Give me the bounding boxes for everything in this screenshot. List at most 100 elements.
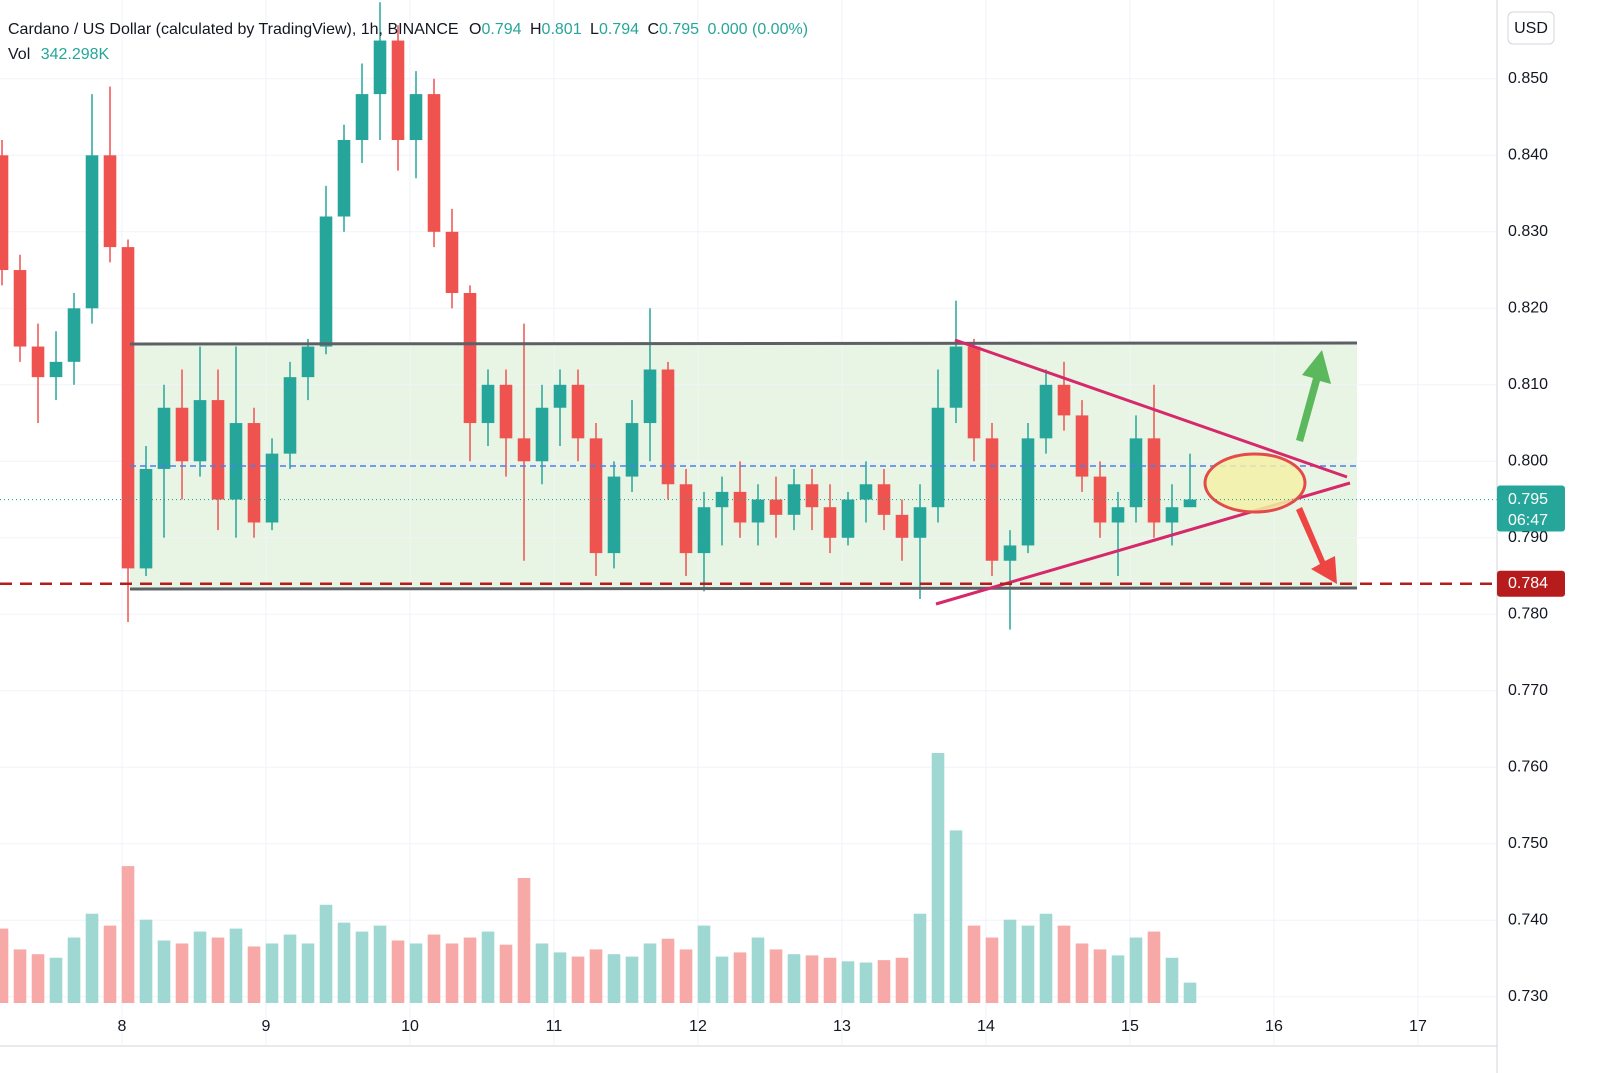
volume-bar (31, 954, 45, 1003)
candle-body (841, 499, 855, 538)
volume-bar (949, 830, 963, 1003)
volume-bar (499, 944, 513, 1003)
volume-bar (697, 925, 711, 1003)
candle-body (13, 270, 27, 347)
candle-body (517, 438, 531, 462)
candle-body (373, 40, 387, 95)
candle-body (571, 384, 585, 439)
candle-body (1129, 438, 1143, 508)
down-arrow (1296, 507, 1337, 584)
volume-bar (13, 949, 27, 1003)
low-value: 0.794 (599, 21, 639, 38)
candle-body (427, 94, 441, 232)
volume-bar (121, 866, 135, 1003)
volume-bar (247, 946, 261, 1003)
countdown: 06:47 (1508, 512, 1548, 529)
candle-body (769, 499, 783, 515)
volume-bar (481, 931, 495, 1003)
range-top (129, 341, 1358, 346)
y-tick-label: 0.800 (1508, 453, 1548, 470)
candle-body (787, 484, 801, 515)
candle-body (211, 400, 225, 500)
candle-body (481, 384, 495, 424)
header: Cardano / US Dollar (calculated by Tradi… (8, 21, 808, 38)
candle-body (643, 369, 657, 424)
volume-bar (535, 943, 549, 1003)
x-tick-label: 9 (262, 1018, 271, 1035)
candle-body (409, 94, 423, 140)
x-tick-label: 12 (689, 1018, 707, 1035)
candle-body (283, 377, 297, 454)
x-tick-label: 8 (118, 1018, 127, 1035)
volume-bar (103, 925, 117, 1003)
volume-bar (1075, 943, 1089, 1003)
low-label: L (590, 21, 599, 38)
candle-body (913, 507, 927, 538)
candle-body (229, 423, 243, 500)
currency-button[interactable] (1507, 11, 1555, 45)
y-tick-label: 0.850 (1508, 70, 1548, 87)
apex-ellipse (1203, 452, 1307, 514)
change: 0.000 (0.00%) (708, 21, 809, 38)
volume-label: Vol (8, 46, 30, 63)
volume-bar (229, 928, 243, 1003)
drawings (129, 338, 1358, 606)
candle-body (445, 231, 459, 293)
volume-bar (967, 925, 981, 1003)
y-tick-label: 0.830 (1508, 223, 1548, 240)
volume-bar (283, 934, 297, 1003)
volume-bar (301, 943, 315, 1003)
alert-tag (1497, 570, 1565, 597)
candle-body (1165, 507, 1179, 523)
candle-body (1093, 476, 1107, 523)
volume-bar (265, 943, 279, 1003)
volume-bar (355, 931, 369, 1003)
volume-bar (679, 949, 693, 1003)
candle-body (589, 438, 603, 554)
y-tick-label: 0.770 (1508, 682, 1548, 699)
candle-body (193, 400, 207, 462)
x-tick-label: 15 (1121, 1018, 1139, 1035)
candle-body (337, 139, 351, 217)
candle-body (715, 491, 729, 508)
open-value: 0.794 (481, 21, 521, 38)
volume-bar (1147, 931, 1161, 1003)
y-tick-label: 0.750 (1508, 835, 1548, 852)
candle-body (733, 491, 747, 523)
x-tick-label: 14 (977, 1018, 995, 1035)
x-tick-label: 17 (1409, 1018, 1427, 1035)
currency[interactable]: USD (1514, 20, 1548, 37)
volume-bar (859, 962, 873, 1003)
x-tick-label: 11 (546, 1018, 563, 1035)
volume-bar (139, 919, 153, 1003)
volume-bar (1165, 957, 1179, 1003)
volume-bar (823, 957, 837, 1003)
candle-body (1075, 415, 1089, 477)
candle-body (301, 346, 315, 378)
candle-body (553, 384, 567, 408)
last-price-label: 0.795 (1508, 491, 1548, 508)
y-tick-label: 0.820 (1508, 300, 1548, 317)
candle-body (103, 155, 117, 248)
triangle-upper (954, 338, 1348, 479)
volume-bar (733, 952, 747, 1003)
candle-body (1147, 438, 1161, 523)
volume-bar (0, 928, 9, 1003)
x-tick-label: 16 (1265, 1018, 1283, 1035)
volume-bar (517, 878, 531, 1003)
volume-bar (841, 961, 855, 1003)
y-tick-label: 0.780 (1508, 606, 1548, 623)
volume-bar (463, 937, 477, 1003)
candle-body (607, 476, 621, 554)
close-value: 0.795 (659, 21, 699, 38)
candle-body (67, 308, 81, 362)
candle-body (0, 155, 9, 271)
y-tick-label: 0.740 (1508, 912, 1548, 929)
volume-bar (373, 925, 387, 1003)
candle-body (463, 292, 477, 424)
candle-body (1111, 507, 1125, 523)
candle-body (85, 155, 99, 309)
candle-body (157, 407, 171, 469)
volume-bar (85, 913, 99, 1003)
